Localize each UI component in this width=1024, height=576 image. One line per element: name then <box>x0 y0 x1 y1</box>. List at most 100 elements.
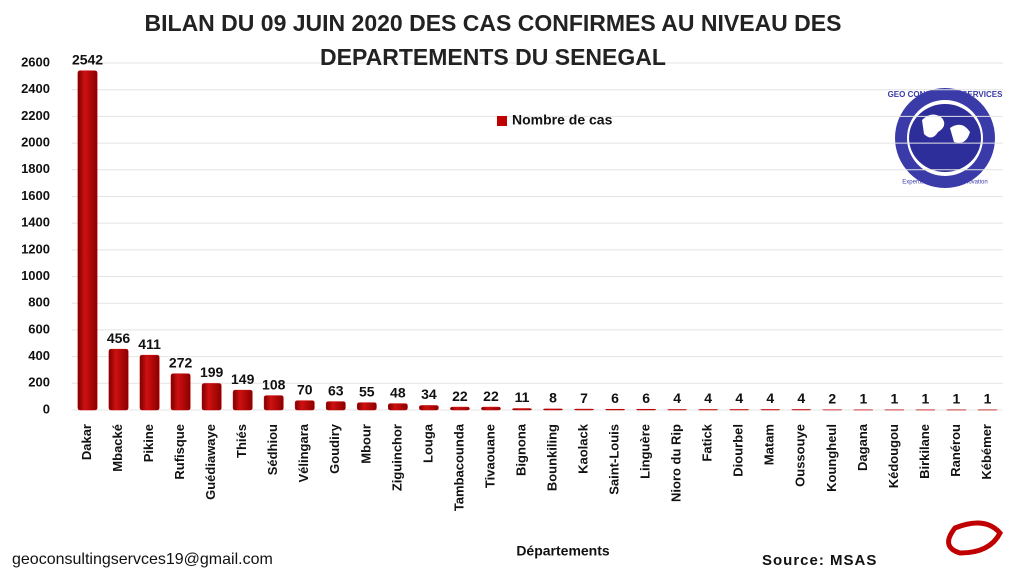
value-label: 34 <box>421 386 437 402</box>
bar <box>232 389 253 411</box>
logo: GEO CONSULTING SERVICES Expertise, Rigue… <box>888 88 1003 188</box>
bar <box>108 348 129 411</box>
x-tick-label: Ranérou <box>948 424 963 477</box>
x-tick-label: Thiés <box>234 424 249 458</box>
y-tick-label: 600 <box>28 321 50 336</box>
bar <box>170 373 191 411</box>
value-label: 6 <box>611 390 619 406</box>
x-tick-label: Dagana <box>855 423 870 471</box>
value-label: 6 <box>642 390 650 406</box>
y-tick-label: 2000 <box>21 135 50 150</box>
x-tick-label: Saint-Louis <box>607 424 622 495</box>
x-tick-label: Birkilane <box>917 424 932 479</box>
value-label: 4 <box>766 390 774 406</box>
bar <box>760 409 781 411</box>
x-tick-label: Kédougou <box>886 424 901 488</box>
bar <box>574 408 594 411</box>
bar <box>543 408 563 411</box>
bar <box>263 395 284 411</box>
bar <box>139 354 160 411</box>
value-label: 272 <box>169 354 193 370</box>
x-tick-label: Fatick <box>700 423 715 461</box>
chart-title: BILAN DU 09 JUIN 2020 DES CAS CONFIRMES … <box>144 10 842 70</box>
x-tick-label: Pikine <box>141 424 156 462</box>
bar <box>387 403 408 411</box>
y-tick-label: 2200 <box>21 108 50 123</box>
x-tick-label: Bignona <box>513 423 528 476</box>
y-tick-label: 800 <box>28 295 50 310</box>
value-label: 199 <box>200 364 224 380</box>
y-tick-label: 1000 <box>21 268 50 283</box>
x-tick-label: Bounkiling <box>544 424 559 491</box>
x-tick-label: Ziguinchor <box>389 424 404 491</box>
x-tick-label: Koungheul <box>824 424 839 492</box>
bar <box>791 409 812 411</box>
value-label: 8 <box>549 390 557 406</box>
x-tick-label: Vélingara <box>296 423 311 482</box>
value-label: 1 <box>859 391 867 407</box>
bar <box>77 70 98 411</box>
value-label: 55 <box>359 383 375 399</box>
y-tick-label: 200 <box>28 375 50 390</box>
x-tick-label: Louga <box>420 423 435 463</box>
value-label: 11 <box>515 389 530 405</box>
x-tick-label: Dakar <box>79 424 94 460</box>
logo-title: GEO CONSULTING SERVICES <box>888 90 1003 99</box>
x-tick-label: Linguère <box>638 424 653 479</box>
y-tick-label: 1800 <box>21 161 50 176</box>
bar <box>201 383 222 411</box>
bar <box>698 409 719 411</box>
footer-email: geoconsultingservces19@gmail.com <box>12 551 273 568</box>
x-tick-label: Goudiry <box>327 423 342 474</box>
x-tick-label: Matam <box>762 424 777 465</box>
logo-tagline: Expertise, Rigueur et Innovation <box>902 180 987 186</box>
value-label: 411 <box>138 336 161 352</box>
value-label: 48 <box>390 384 406 400</box>
bar <box>729 409 750 411</box>
bar <box>512 408 532 411</box>
value-label: 4 <box>673 390 681 406</box>
y-tick-label: 2400 <box>21 81 50 96</box>
value-label: 22 <box>452 388 468 404</box>
ministry-logo <box>946 520 1003 556</box>
value-label: 1 <box>984 391 992 407</box>
source: Source: MSAS <box>762 552 877 569</box>
x-tick-label: Diourbel <box>731 424 746 477</box>
x-tick-label: Kébémer <box>979 424 994 480</box>
value-label: 63 <box>328 382 344 398</box>
value-label: 1 <box>890 391 898 407</box>
x-tick-label: Nioro du Rip <box>669 424 684 502</box>
bar <box>481 406 501 411</box>
value-label: 7 <box>580 390 588 406</box>
bar <box>356 402 377 411</box>
x-tick-label: Sédhiou <box>265 424 280 475</box>
value-label: 4 <box>797 390 805 406</box>
value-label: 456 <box>107 330 131 346</box>
y-tick-label: 1400 <box>21 215 50 230</box>
value-label: 70 <box>297 381 313 397</box>
value-label: 4 <box>735 390 743 406</box>
bar <box>419 405 439 411</box>
x-tick-label: Tambacounda <box>451 423 466 511</box>
bar <box>605 408 625 411</box>
value-label: 1 <box>922 391 930 407</box>
y-tick-label: 2600 <box>21 54 50 69</box>
value-label: 149 <box>231 371 255 387</box>
value-label: 2 <box>828 390 836 406</box>
value-label: 4 <box>704 390 712 406</box>
x-tick-label: Oussouye <box>793 424 808 487</box>
x-tick-label: Mbacké <box>110 424 125 472</box>
x-tick-label: Tivaouane <box>482 424 497 488</box>
x-tick-label: Guédiawaye <box>203 424 218 500</box>
y-tick-label: 400 <box>28 348 50 363</box>
bar <box>667 409 688 411</box>
value-label: 1 <box>953 391 961 407</box>
bar <box>325 401 346 411</box>
y-tick-label: 1200 <box>21 241 50 256</box>
bar <box>450 406 470 411</box>
bar <box>636 408 656 411</box>
legend-swatch <box>497 116 507 126</box>
value-label: 2542 <box>72 51 103 67</box>
